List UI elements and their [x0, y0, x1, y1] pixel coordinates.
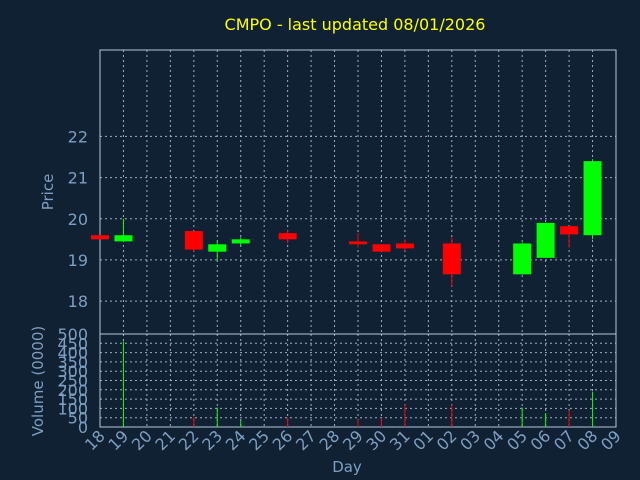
candle-body-down	[372, 244, 391, 252]
price-axis-label: Price	[39, 174, 57, 211]
candle-body-down	[560, 226, 579, 235]
x-tick-labels: 1819202122232425262728293031010203040506…	[81, 426, 625, 454]
x-axis-label: Day	[332, 458, 362, 476]
candle-body-down	[349, 241, 367, 245]
price-gridlines	[99, 50, 617, 334]
volume-series	[122, 341, 594, 427]
candle-body-down	[395, 243, 414, 249]
volume-axis-label: Volume (0000)	[29, 326, 47, 436]
candle-body-up	[231, 239, 250, 244]
volume-tick-label: 200	[57, 381, 88, 400]
price-tick-label: 18	[68, 292, 88, 311]
volume-tick-label: 300	[57, 362, 88, 381]
candle-body-up	[114, 235, 133, 242]
volume-tick-label: 0	[78, 418, 88, 437]
candle-body-down	[442, 243, 461, 275]
volume-tick-label: 500	[57, 325, 88, 344]
candle-body-down	[91, 235, 109, 240]
candle-body-up	[583, 161, 602, 236]
price-tick-label: 21	[68, 169, 88, 188]
price-tick-label: 22	[68, 127, 88, 146]
candle-body-up	[208, 244, 227, 252]
candle-body-up	[536, 222, 555, 258]
candle-body-down	[184, 231, 203, 250]
candle-body-up	[513, 243, 532, 275]
price-tick-labels: 18 19 20 21 22	[68, 127, 88, 311]
candlestick-series	[91, 159, 602, 287]
x-tick-label: 09	[597, 426, 625, 454]
volume-tick-label: 50	[68, 409, 88, 428]
price-tick-label: 20	[68, 210, 88, 229]
volume-tick-label: 400	[57, 344, 88, 363]
volume-tick-label: 150	[57, 390, 88, 409]
volume-tick-label: 350	[57, 353, 88, 372]
volume-gridlines	[99, 333, 617, 428]
volume-tick-label: 100	[57, 399, 88, 418]
volume-tick-label: 250	[57, 372, 88, 391]
volume-tick-label: 450	[57, 334, 88, 353]
chart-title: CMPO - last updated 08/01/2026	[225, 15, 486, 34]
price-tick-label: 19	[68, 251, 88, 270]
candle-body-down	[278, 233, 297, 240]
